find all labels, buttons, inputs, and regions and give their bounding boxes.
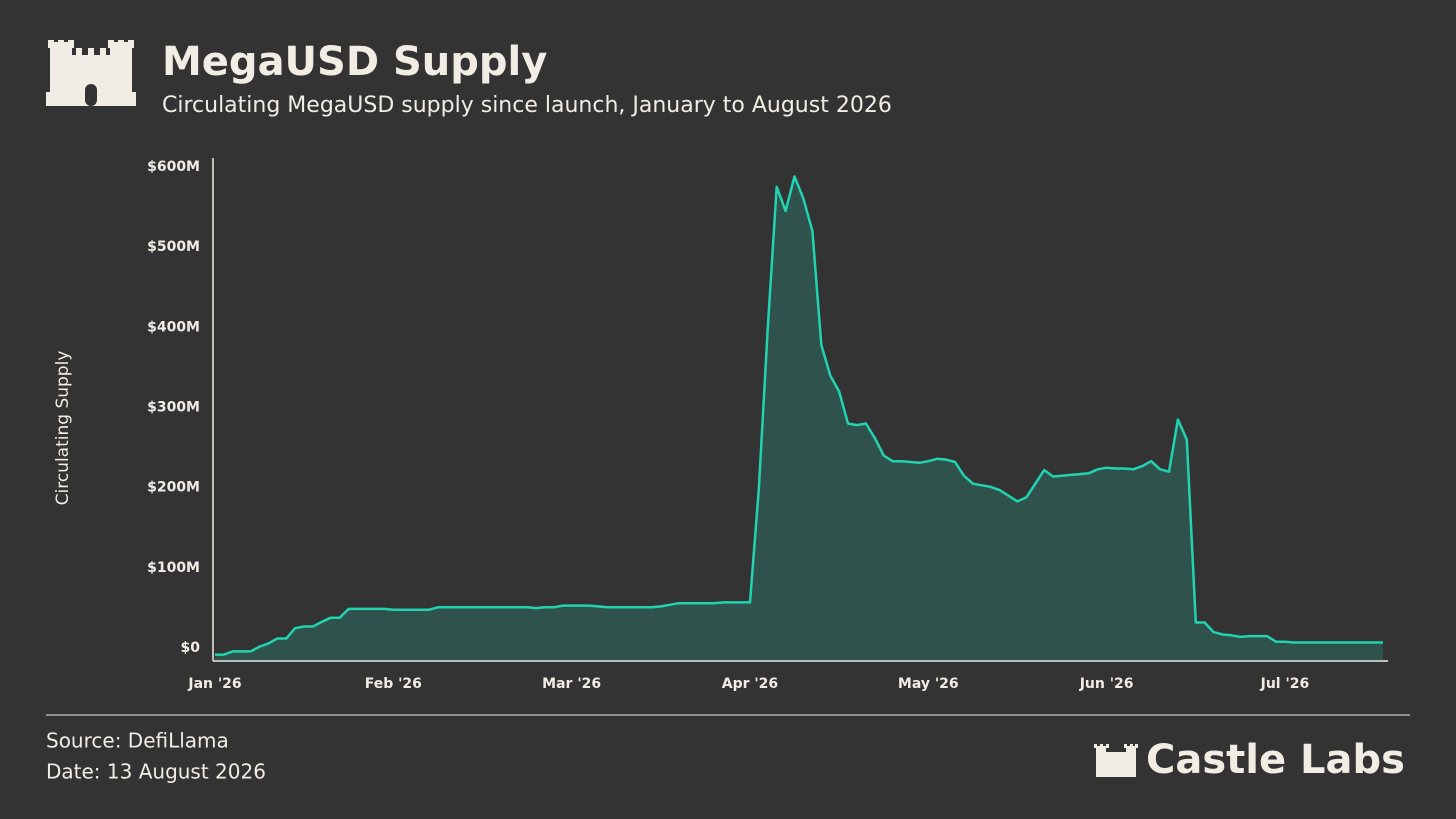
y-tick-label: $0 [181,640,201,656]
y-tick-label: $200M [147,480,200,496]
brand-logo [1094,744,1138,777]
y-tick-label: $400M [147,319,200,335]
x-tick-label: Jan '26 [187,676,241,692]
source: Source: DefiLlama [46,729,229,753]
y-tick-label: $300M [147,399,200,415]
y-tick-label: $100M [147,560,200,576]
x-tick-label: Apr '26 [722,676,778,692]
x-tick-label: Mar '26 [542,676,601,692]
y-axis-label: Circulating Supply [53,351,73,506]
area [215,176,1383,661]
logo-door [85,84,97,106]
subtitle: Circulating MegaUSD supply since launch,… [162,93,892,118]
x-tick-label: Jun '26 [1079,676,1134,692]
x-tick-label: Jul '26 [1260,676,1310,692]
y-tick-label: $500M [147,239,200,255]
x-tick-label: May '26 [898,676,959,692]
title: MegaUSD Supply [162,39,547,85]
x-tick-label: Feb '26 [365,676,422,692]
brand: Castle Labs [1146,737,1405,783]
date: Date: 13 August 2026 [46,760,266,784]
y-tick-label: $600M [147,159,200,175]
line [215,175,1383,656]
